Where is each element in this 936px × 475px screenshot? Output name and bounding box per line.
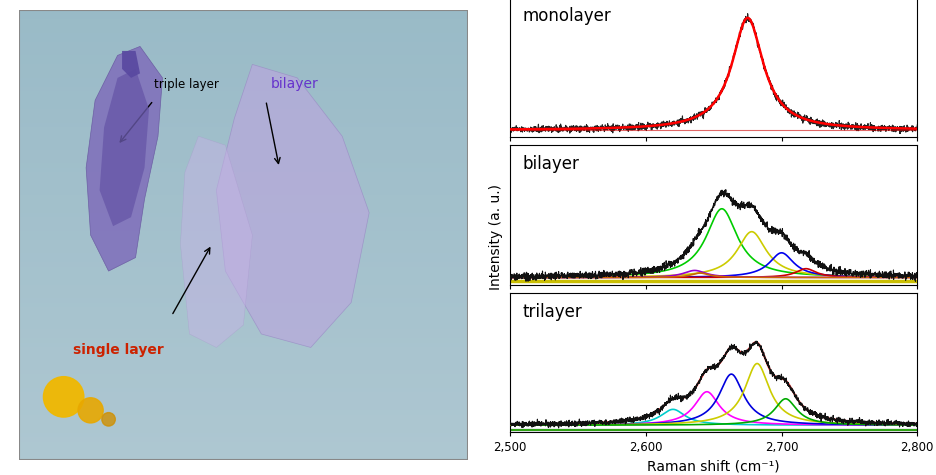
Circle shape (43, 377, 84, 417)
Text: Intensity (a. u.): Intensity (a. u.) (490, 184, 503, 291)
Polygon shape (86, 47, 163, 271)
Text: single layer: single layer (73, 343, 164, 357)
Circle shape (78, 398, 103, 423)
Text: trilayer: trilayer (522, 303, 582, 321)
Polygon shape (122, 51, 140, 78)
Polygon shape (181, 136, 253, 347)
Circle shape (102, 413, 115, 426)
Text: monolayer: monolayer (522, 8, 611, 25)
Text: triple layer: triple layer (154, 78, 218, 91)
Polygon shape (99, 69, 149, 226)
Polygon shape (216, 65, 369, 347)
Text: bilayer: bilayer (522, 155, 579, 173)
X-axis label: Raman shift (cm⁻¹): Raman shift (cm⁻¹) (648, 460, 780, 474)
Text: bilayer: bilayer (271, 77, 318, 91)
